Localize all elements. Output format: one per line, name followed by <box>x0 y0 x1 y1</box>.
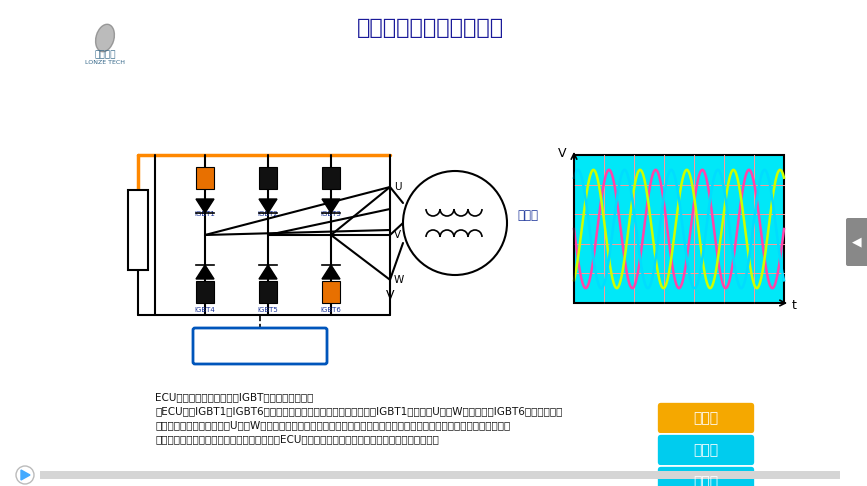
Bar <box>259 167 277 189</box>
Text: t: t <box>792 298 797 312</box>
Text: 电动机变频控制调速原理: 电动机变频控制调速原理 <box>356 18 504 38</box>
FancyBboxPatch shape <box>846 218 867 266</box>
FancyBboxPatch shape <box>657 402 755 434</box>
Text: LONZE TECH: LONZE TECH <box>85 60 125 66</box>
Bar <box>322 167 340 189</box>
Bar <box>196 281 214 303</box>
Text: IGBT3: IGBT3 <box>321 211 342 217</box>
Text: V: V <box>394 230 401 240</box>
Text: ECU控制绝缘栅型晶体管（IGBT）的导通和截止。: ECU控制绝缘栅型晶体管（IGBT）的导通和截止。 <box>155 392 313 402</box>
Text: IGBT5: IGBT5 <box>257 307 278 313</box>
Polygon shape <box>196 265 214 279</box>
Text: 电动机: 电动机 <box>517 208 538 222</box>
Text: IGBT1: IGBT1 <box>194 211 215 217</box>
Text: ◀: ◀ <box>852 236 862 248</box>
Text: W: W <box>394 275 404 285</box>
Text: IGBT2: IGBT2 <box>257 211 278 217</box>
Text: 动: 动 <box>135 195 141 205</box>
Text: 当ECU控制IGBT1和IGBT6导通时，动力电池电流从蓄电池正极流经IGBT1到电动机U位、W相流出，经IGBT6回到动力电池: 当ECU控制IGBT1和IGBT6导通时，动力电池电流从蓄电池正极流经IGBT1… <box>155 406 563 416</box>
Text: IGBT6: IGBT6 <box>321 307 342 313</box>
Text: U: U <box>394 182 401 192</box>
Bar <box>259 281 277 303</box>
Text: 电: 电 <box>135 227 141 237</box>
Circle shape <box>16 466 34 484</box>
Bar <box>40 471 840 479</box>
Text: V: V <box>386 289 394 301</box>
Ellipse shape <box>95 24 114 52</box>
FancyBboxPatch shape <box>193 328 327 364</box>
Circle shape <box>403 171 507 275</box>
Polygon shape <box>259 199 277 213</box>
Polygon shape <box>322 265 340 279</box>
Text: 高频率: 高频率 <box>694 475 719 486</box>
Text: ECU: ECU <box>240 337 280 355</box>
Polygon shape <box>196 199 214 213</box>
Bar <box>322 281 340 303</box>
Text: 负极，形成回路，在电动机U位、W相产生磁场。如此连续不断的导通变化，在电动机绕组中形成连续的旋转磁场，根据电动机: 负极，形成回路，在电动机U位、W相产生磁场。如此连续不断的导通变化，在电动机绕组… <box>155 420 511 430</box>
FancyBboxPatch shape <box>657 434 755 466</box>
Text: 力: 力 <box>135 211 141 221</box>
Polygon shape <box>322 199 340 213</box>
Bar <box>196 167 214 189</box>
Text: 低频率: 低频率 <box>694 411 719 425</box>
Text: 池: 池 <box>135 243 141 253</box>
Text: V: V <box>557 146 566 159</box>
Polygon shape <box>259 265 277 279</box>
Text: 龙泽科技: 龙泽科技 <box>95 51 116 59</box>
Text: 中频率: 中频率 <box>694 443 719 457</box>
Text: 原理，转子在旋转磁场作用下形成旋转转矩。ECU控制变频器的导通频率便可以控制电动机的转速。: 原理，转子在旋转磁场作用下形成旋转转矩。ECU控制变频器的导通频率便可以控制电动… <box>155 434 439 444</box>
Bar <box>574 155 784 303</box>
FancyBboxPatch shape <box>657 466 755 486</box>
Polygon shape <box>21 470 30 480</box>
Text: IGBT4: IGBT4 <box>194 307 215 313</box>
Bar <box>128 190 148 270</box>
